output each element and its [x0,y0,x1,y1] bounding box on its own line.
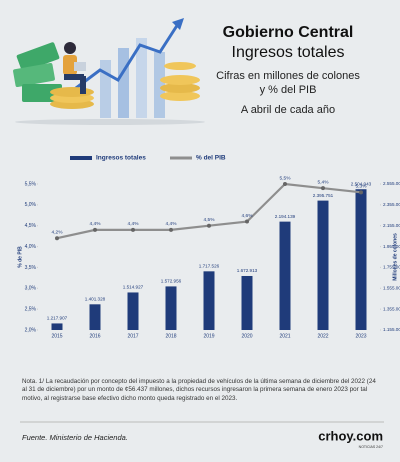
point-label: 5,4% [318,179,330,185]
y-tick-label: 2,0% [25,327,37,333]
bar-label: 2.194.139 [275,214,296,219]
subtitle-line: y % del PIB [260,84,317,96]
y-axis-title-2: % de PIB [17,246,23,268]
illustration [13,18,205,125]
x-tick-label: 2016 [89,333,100,339]
x-tick-label: 2023 [355,333,366,339]
y2-tick-label: 2.355.000 [383,202,400,207]
bar-label: 1.672.913 [237,268,258,273]
legend-label: % del PIB [196,155,226,162]
title: Gobierno Central [223,24,354,41]
x-tick-label: 2021 [279,333,290,339]
date-note: A abril de cada año [241,104,335,116]
bar [203,271,215,330]
bar-label: 1.717.526 [199,264,220,269]
y-tick-label: 5,5% [25,181,37,187]
x-tick-label: 2020 [241,333,252,339]
y2-tick-label: 1.355.000 [383,306,400,311]
bar-label: 1.514.927 [123,285,144,290]
y-tick-label: 4,0% [25,244,37,250]
y-tick-label: 4,5% [25,223,37,229]
y-tick-label: 3,5% [25,265,37,271]
subtitle-line: Cifras en millones de colones [216,70,360,82]
bar [89,304,101,330]
y2-tick-label: 1.755.000 [383,265,400,270]
y-tick-label: 2,5% [25,306,37,312]
bar-label: 1.217.907 [47,316,68,321]
bar [355,189,367,330]
y-tick-label: 3,0% [25,286,37,292]
point-label: 4,2% [52,229,64,235]
point-label: 5,5% [280,175,292,181]
point [283,182,287,186]
point [169,227,173,232]
bar [51,323,63,330]
y2-tick-label: 1.555.000 [383,286,400,291]
y2-tick-label: 2.555.000 [383,181,400,186]
point-label: 4,5% [204,217,216,223]
bar-label: 2.395.751 [313,193,334,198]
point [93,227,97,232]
bar-label: 1.572.956 [161,279,182,284]
bar-label: 1.401.328 [85,297,106,302]
point-label: 4,4% [90,221,102,227]
bar [317,200,329,330]
point [359,190,363,195]
bar [127,292,139,330]
x-tick-label: 2017 [127,333,138,339]
x-tick-label: 2022 [317,333,328,339]
y-tick-label: 5,0% [25,202,37,208]
y2-tick-label: 1.955.000 [383,244,400,249]
note: Nota. 1/ La recaudación por concepto del… [22,378,376,402]
legend-swatch [70,156,92,160]
logo: crhoy.com [318,428,383,443]
bar [241,275,253,330]
y2-tick-label: 1.155.000 [383,327,400,332]
subtitle: Ingresos totales [232,44,345,61]
point [131,227,135,232]
legend-label: Ingresos totales [96,155,146,162]
point [55,236,59,241]
x-tick-label: 2019 [203,333,214,339]
y2-axis-title: Millones de colones [392,233,398,281]
x-tick-label: 2018 [165,333,176,339]
bar [279,221,291,330]
bar-label: 2.504.943 [351,181,372,186]
x-tick-label: 2015 [51,333,62,339]
bar [165,286,177,330]
point [321,186,325,191]
point [245,219,249,224]
point-label: 4,4% [128,221,140,227]
point-label: 4,6% [242,213,254,219]
source: Fuente. Ministerio de Hacienda. [22,433,128,442]
y2-tick-label: 2.155.000 [383,223,400,228]
point [207,223,211,228]
logo-tagline: NOTICIAS 24/7 [359,445,383,449]
point-label: 4,4% [166,221,178,227]
point-label: 5,3% [356,184,368,190]
